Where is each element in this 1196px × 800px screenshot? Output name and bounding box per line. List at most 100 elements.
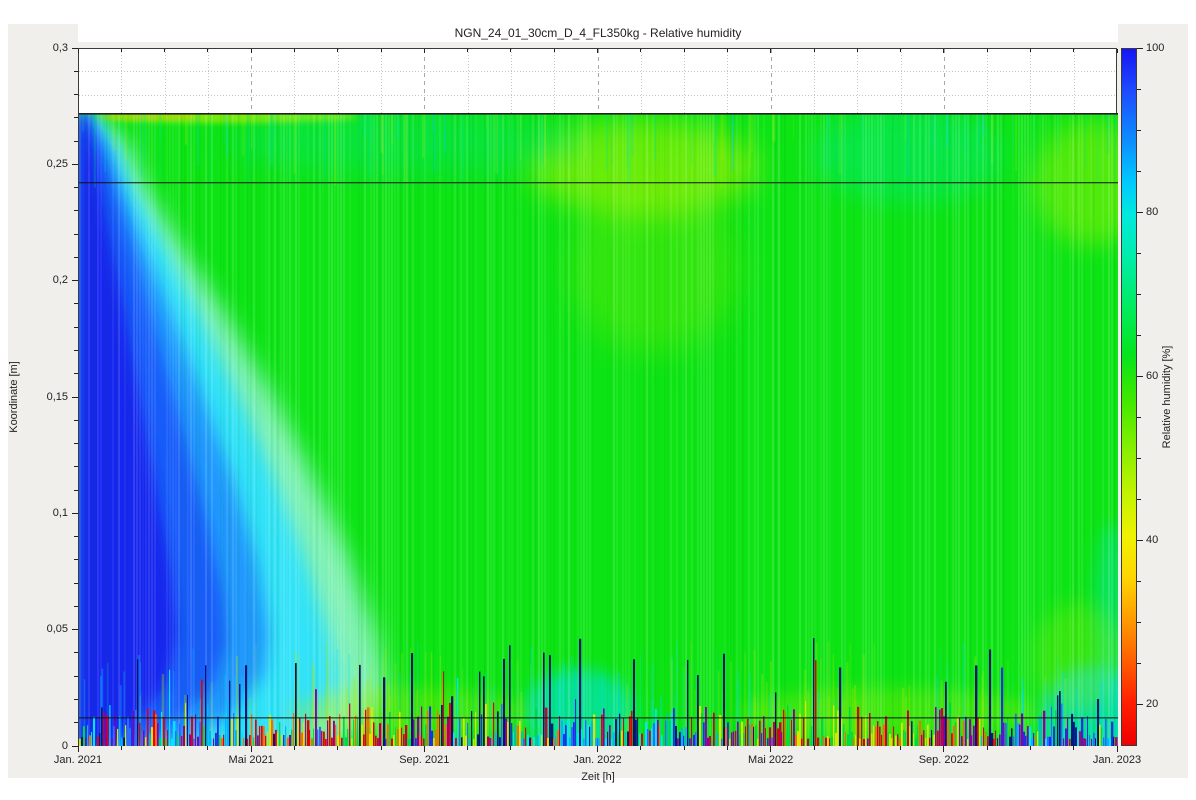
cb-tick-major bbox=[1137, 540, 1143, 541]
x-top-tick bbox=[424, 49, 425, 53]
grid-v-major bbox=[424, 49, 425, 113]
x-tick-major bbox=[251, 746, 252, 752]
colorbar bbox=[1121, 48, 1137, 746]
y-tick-minor bbox=[74, 210, 78, 211]
grid-v-minor bbox=[121, 49, 122, 113]
y-tick-minor bbox=[74, 420, 78, 421]
x-tick-minor bbox=[1030, 746, 1031, 750]
x-top-tick bbox=[770, 49, 771, 53]
heatmap-field bbox=[79, 113, 1118, 746]
x-top-tick bbox=[987, 49, 988, 52]
x-tick-major bbox=[770, 746, 771, 752]
x-tick-major bbox=[1117, 746, 1118, 752]
cb-tick-minor bbox=[1137, 417, 1141, 418]
cb-tick-minor bbox=[1137, 622, 1141, 623]
cb-tick-major bbox=[1137, 212, 1143, 213]
grid-v-minor bbox=[208, 49, 209, 113]
y-tick-minor bbox=[74, 350, 78, 351]
cb-tick-minor bbox=[1137, 335, 1141, 336]
x-top-tick bbox=[337, 49, 338, 52]
y-tick-minor bbox=[74, 536, 78, 537]
y-tick-major bbox=[72, 280, 78, 281]
cb-tick-minor bbox=[1137, 130, 1141, 131]
x-top-tick bbox=[381, 49, 382, 52]
x-tick-major bbox=[424, 746, 425, 752]
y-tick-minor bbox=[74, 257, 78, 258]
y-axis-label: Koordinate [m] bbox=[8, 361, 20, 433]
x-top-tick bbox=[554, 49, 555, 52]
y-tick-label: 0 bbox=[24, 741, 68, 752]
grid-v-minor bbox=[641, 49, 642, 113]
x-tick-label: Mai 2022 bbox=[729, 754, 813, 766]
x-tick-major bbox=[943, 746, 944, 752]
x-tick-minor bbox=[640, 746, 641, 750]
y-tick-minor bbox=[74, 141, 78, 142]
grid-v-minor bbox=[381, 49, 382, 113]
x-top-tick bbox=[121, 49, 122, 52]
grid-v-minor bbox=[468, 49, 469, 113]
title-strip: NGN_24_01_30cm_D_4_FL350kg - Relative hu… bbox=[78, 24, 1118, 42]
y-tick-minor bbox=[74, 583, 78, 584]
grid-v-minor bbox=[1030, 49, 1031, 113]
cb-tick-label: 80 bbox=[1146, 207, 1180, 218]
grid-v-minor bbox=[511, 49, 512, 113]
x-tick-label: Mai 2021 bbox=[209, 754, 293, 766]
grid-v-minor bbox=[338, 49, 339, 113]
grid-v-minor bbox=[857, 49, 858, 113]
x-tick-minor bbox=[164, 746, 165, 750]
x-tick-label: Jan. 2022 bbox=[556, 754, 640, 766]
x-top-tick bbox=[467, 49, 468, 52]
y-tick-label: 0,15 bbox=[24, 392, 68, 403]
y-tick-major bbox=[72, 164, 78, 165]
grid-v-minor bbox=[684, 49, 685, 113]
cb-tick-minor bbox=[1137, 581, 1141, 582]
chart-title: NGN_24_01_30cm_D_4_FL350kg - Relative hu… bbox=[455, 26, 742, 40]
grid-v-minor bbox=[987, 49, 988, 113]
x-tick-minor bbox=[727, 746, 728, 750]
cb-tick-label: 60 bbox=[1146, 371, 1180, 382]
x-top-tick bbox=[294, 49, 295, 52]
x-top-tick bbox=[857, 49, 858, 52]
x-tick-minor bbox=[294, 746, 295, 750]
grid-v-minor bbox=[727, 49, 728, 113]
y-tick-minor bbox=[74, 71, 78, 72]
x-tick-minor bbox=[121, 746, 122, 750]
y-tick-minor bbox=[74, 117, 78, 118]
x-top-tick bbox=[1073, 49, 1074, 52]
y-tick-minor bbox=[74, 443, 78, 444]
y-tick-minor bbox=[74, 722, 78, 723]
grid-h-minor bbox=[79, 71, 1116, 72]
y-tick-minor bbox=[74, 466, 78, 467]
cb-tick-major bbox=[1137, 48, 1143, 49]
x-tick-minor bbox=[467, 746, 468, 750]
x-top-tick bbox=[1030, 49, 1031, 52]
grid-v-major bbox=[944, 49, 945, 113]
y-tick-minor bbox=[74, 490, 78, 491]
y-tick-major bbox=[72, 629, 78, 630]
x-tick-minor bbox=[900, 746, 901, 750]
y-tick-label: 0,05 bbox=[24, 624, 68, 635]
y-tick-minor bbox=[74, 699, 78, 700]
x-axis-label: Zeit [h] bbox=[581, 771, 615, 783]
grid-v-major bbox=[598, 49, 599, 113]
x-tick-minor bbox=[207, 746, 208, 750]
y-tick-minor bbox=[74, 327, 78, 328]
x-top-tick bbox=[207, 49, 208, 52]
grid-v-minor bbox=[554, 49, 555, 113]
y-tick-minor bbox=[74, 652, 78, 653]
cb-tick-label: 40 bbox=[1146, 535, 1180, 546]
y-tick-minor bbox=[74, 94, 78, 95]
x-tick-minor bbox=[857, 746, 858, 750]
grid-h-minor bbox=[79, 95, 1116, 96]
y-tick-minor bbox=[74, 303, 78, 304]
cb-tick-minor bbox=[1137, 89, 1141, 90]
x-top-tick bbox=[943, 49, 944, 53]
x-tick-label: Sep. 2021 bbox=[382, 754, 466, 766]
cb-tick-label: 100 bbox=[1146, 43, 1180, 54]
x-tick-major bbox=[78, 746, 79, 752]
x-tick-label: Jan. 2023 bbox=[1075, 754, 1159, 766]
y-tick-label: 0,3 bbox=[24, 43, 68, 54]
x-top-tick bbox=[251, 49, 252, 53]
chart-canvas: NGN_24_01_30cm_D_4_FL350kg - Relative hu… bbox=[0, 0, 1196, 800]
cb-tick-major bbox=[1137, 704, 1143, 705]
